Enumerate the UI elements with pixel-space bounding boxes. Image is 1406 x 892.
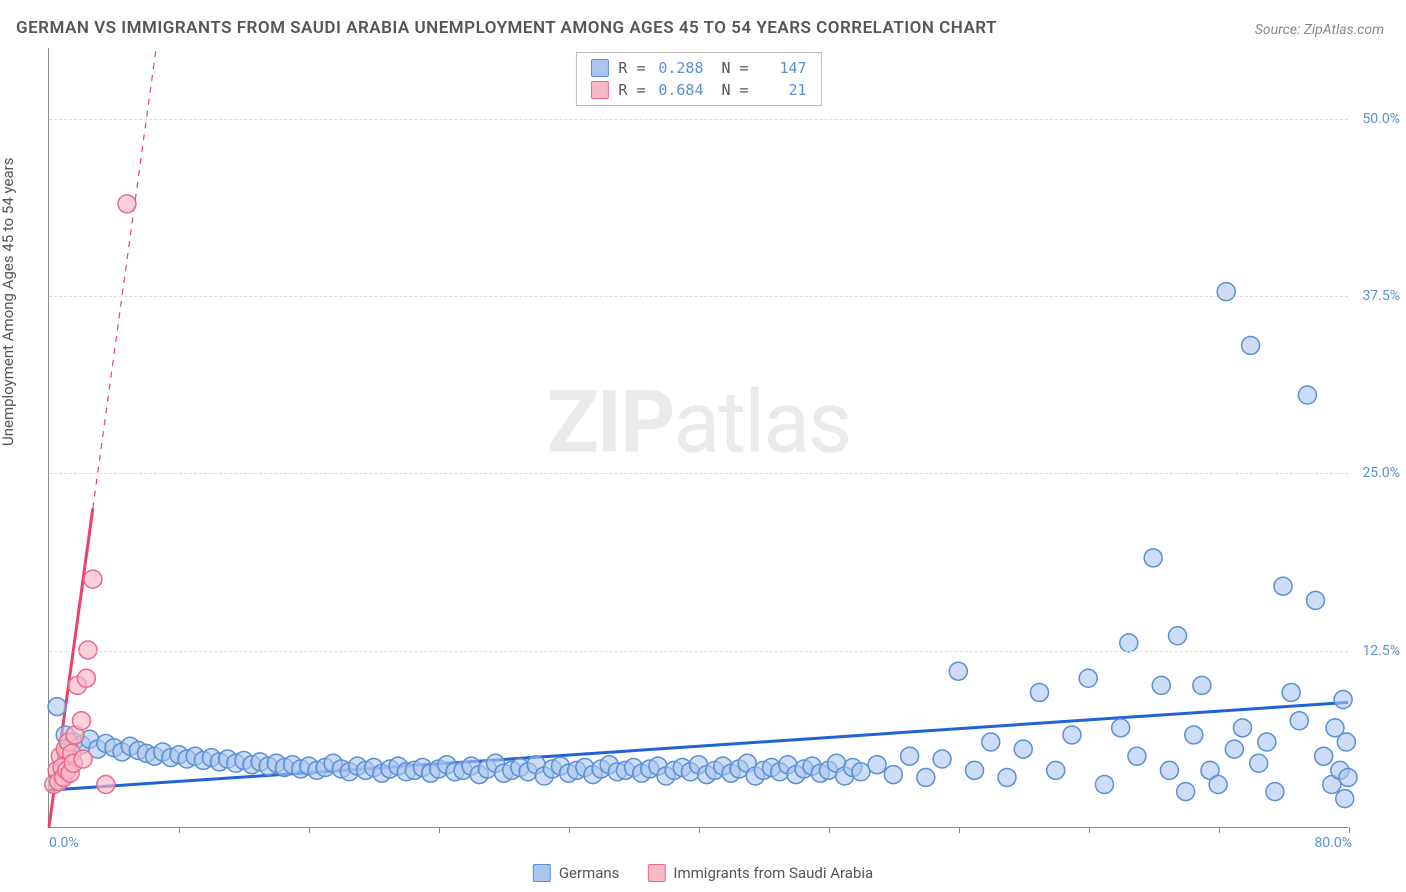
blue-point [1047,761,1065,779]
x-tick [309,827,310,833]
legend-swatch [647,864,665,882]
y-axis-label: Unemployment Among Ages 45 to 54 years [0,158,17,446]
blue-point [884,766,902,784]
blue-point [901,747,919,765]
legend-series-label: Immigrants from Saudi Arabia [673,864,873,882]
blue-point [982,733,1000,751]
legend-series-item: Immigrants from Saudi Arabia [647,864,873,882]
y-tick-label: 12.5% [1362,643,1400,659]
blue-point [1282,683,1300,701]
pink-point [77,669,95,687]
source-attribution: Source: ZipAtlas.com [1255,22,1384,38]
legend-stats: R = 0.288 N = 147 R = 0.684 N = 21 [575,52,821,106]
x-tick [699,827,700,833]
blue-point [1160,761,1178,779]
y-tick-label: 50.0% [1362,111,1400,127]
x-tick [959,827,960,833]
legend-r-label: R = [618,81,645,99]
legend-swatch [533,864,551,882]
legend-n-label: N = [722,81,749,99]
blue-point [1336,790,1354,808]
blue-point [1339,768,1357,786]
pink-point [97,776,115,794]
legend-n-label: N = [722,59,749,77]
x-max-label: 80.0% [1314,835,1352,851]
legend-stats-row: R = 0.684 N = 21 [590,79,806,101]
gridline [49,473,1348,474]
correlation-chart: GERMAN VS IMMIGRANTS FROM SAUDI ARABIA U… [0,0,1406,892]
legend-r-label: R = [618,59,645,77]
blue-point [1120,634,1138,652]
legend-series: Germans Immigrants from Saudi Arabia [533,864,873,882]
gridline [49,296,1348,297]
blue-point [1315,747,1333,765]
x-tick [179,827,180,833]
x-tick [439,827,440,833]
blue-point [1169,627,1187,645]
legend-series-item: Germans [533,864,620,882]
blue-point [48,698,66,716]
blue-point [1290,712,1308,730]
legend-r-value: 0.684 [656,81,704,99]
blue-point [1258,733,1276,751]
blue-point [1337,733,1355,751]
blue-point [1177,783,1195,801]
pink-point [74,750,92,768]
blue-point [1030,683,1048,701]
x-origin-label: 0.0% [49,835,79,851]
blue-point [1233,719,1251,737]
blue-point [1128,747,1146,765]
blue-point [998,768,1016,786]
x-tick [829,827,830,833]
legend-swatch [590,59,608,77]
plot-svg [49,48,1348,827]
legend-n-value: 147 [759,59,807,77]
blue-point [1079,669,1097,687]
blue-point [1242,336,1260,354]
pink-trend-dashed [93,48,156,508]
blue-point [1185,726,1203,744]
plot-area: ZIPatlas R =0.288N =147R =0.684N = 21 0.… [48,48,1348,828]
chart-title: GERMAN VS IMMIGRANTS FROM SAUDI ARABIA U… [16,18,997,38]
blue-point [1334,691,1352,709]
blue-point [1298,386,1316,404]
blue-point [1193,676,1211,694]
y-tick-label: 25.0% [1362,465,1400,481]
blue-point [1152,676,1170,694]
x-tick [569,827,570,833]
blue-point [1266,783,1284,801]
gridline [49,651,1348,652]
x-tick [1349,827,1350,833]
gridline [49,119,1348,120]
blue-point [1095,776,1113,794]
legend-series-label: Germans [559,864,620,882]
blue-point [868,756,886,774]
legend-stats-row: R = 0.288 N = 147 [590,57,806,79]
pink-point [118,195,136,213]
blue-point [1063,726,1081,744]
legend-r-value: 0.288 [656,59,704,77]
blue-point [966,761,984,779]
blue-point [1307,591,1325,609]
blue-point [917,768,935,786]
pink-point [72,712,90,730]
blue-point [1144,549,1162,567]
y-tick-label: 37.5% [1362,288,1400,304]
blue-point [1225,740,1243,758]
legend-n-value: 21 [759,81,807,99]
blue-point [1209,776,1227,794]
blue-point [949,662,967,680]
x-tick [1089,827,1090,833]
blue-point [933,750,951,768]
x-tick [1219,827,1220,833]
legend-swatch [590,81,608,99]
pink-point [84,570,102,588]
blue-point [1014,740,1032,758]
blue-point [852,763,870,781]
blue-point [1274,577,1292,595]
blue-point [1112,719,1130,737]
blue-point [1250,754,1268,772]
blue-point [1217,283,1235,301]
